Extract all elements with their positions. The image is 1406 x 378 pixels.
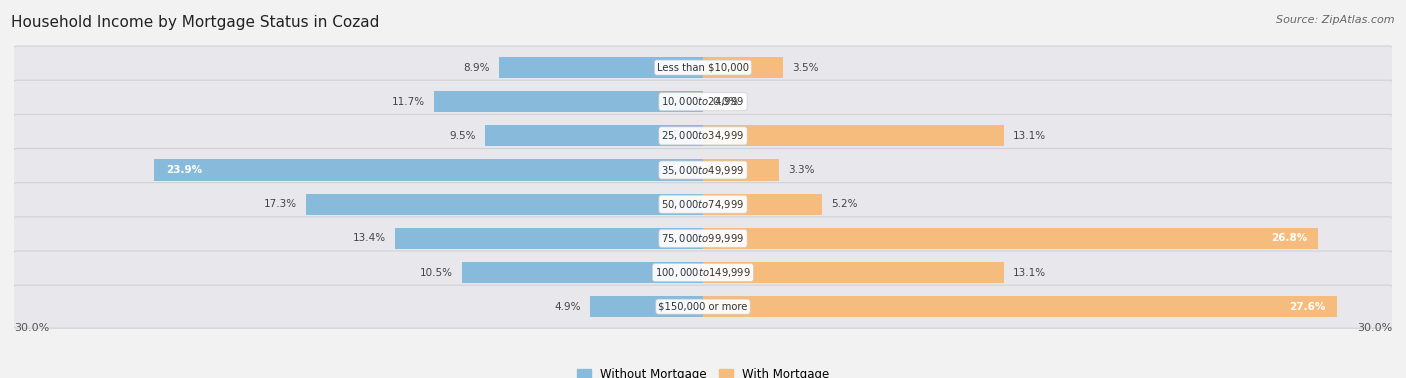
FancyBboxPatch shape xyxy=(13,80,1393,123)
Text: 13.1%: 13.1% xyxy=(1012,131,1046,141)
Text: $50,000 to $74,999: $50,000 to $74,999 xyxy=(661,198,745,211)
Text: $35,000 to $49,999: $35,000 to $49,999 xyxy=(661,164,745,177)
FancyBboxPatch shape xyxy=(13,251,1393,294)
Bar xyxy=(499,57,703,78)
Text: 8.9%: 8.9% xyxy=(463,63,489,73)
Bar xyxy=(703,125,1004,146)
Text: 13.1%: 13.1% xyxy=(1012,268,1046,277)
Text: 27.6%: 27.6% xyxy=(1289,302,1326,311)
Text: 30.0%: 30.0% xyxy=(1357,323,1392,333)
Text: 23.9%: 23.9% xyxy=(166,165,201,175)
Bar xyxy=(703,228,1319,249)
Text: 0.0%: 0.0% xyxy=(713,97,738,107)
FancyBboxPatch shape xyxy=(13,149,1393,192)
Text: $75,000 to $99,999: $75,000 to $99,999 xyxy=(661,232,745,245)
Text: $150,000 or more: $150,000 or more xyxy=(658,302,748,311)
Bar xyxy=(485,125,703,146)
Text: 3.3%: 3.3% xyxy=(787,165,814,175)
FancyBboxPatch shape xyxy=(13,285,1393,328)
Bar xyxy=(305,194,703,215)
Bar xyxy=(703,57,783,78)
Text: 17.3%: 17.3% xyxy=(263,199,297,209)
Text: $100,000 to $149,999: $100,000 to $149,999 xyxy=(655,266,751,279)
Bar xyxy=(434,91,703,112)
Bar xyxy=(395,228,703,249)
Text: 13.4%: 13.4% xyxy=(353,233,387,243)
Bar xyxy=(703,160,779,181)
FancyBboxPatch shape xyxy=(13,217,1393,260)
Bar xyxy=(155,160,703,181)
Text: $10,000 to $24,999: $10,000 to $24,999 xyxy=(661,95,745,108)
Bar xyxy=(703,296,1337,317)
Text: Source: ZipAtlas.com: Source: ZipAtlas.com xyxy=(1277,15,1395,25)
Bar xyxy=(591,296,703,317)
Text: Household Income by Mortgage Status in Cozad: Household Income by Mortgage Status in C… xyxy=(11,15,380,30)
FancyBboxPatch shape xyxy=(13,46,1393,89)
Bar xyxy=(461,262,703,283)
Text: 30.0%: 30.0% xyxy=(14,323,49,333)
Text: $25,000 to $34,999: $25,000 to $34,999 xyxy=(661,129,745,143)
FancyBboxPatch shape xyxy=(13,115,1393,157)
Text: 9.5%: 9.5% xyxy=(449,131,475,141)
Legend: Without Mortgage, With Mortgage: Without Mortgage, With Mortgage xyxy=(572,363,834,378)
Text: 26.8%: 26.8% xyxy=(1271,233,1308,243)
Text: 3.5%: 3.5% xyxy=(793,63,820,73)
Bar xyxy=(703,262,1004,283)
Text: 10.5%: 10.5% xyxy=(419,268,453,277)
Text: Less than $10,000: Less than $10,000 xyxy=(657,63,749,73)
Bar xyxy=(703,194,823,215)
Text: 5.2%: 5.2% xyxy=(831,199,858,209)
Text: 4.9%: 4.9% xyxy=(555,302,581,311)
Text: 11.7%: 11.7% xyxy=(392,97,425,107)
FancyBboxPatch shape xyxy=(13,183,1393,226)
